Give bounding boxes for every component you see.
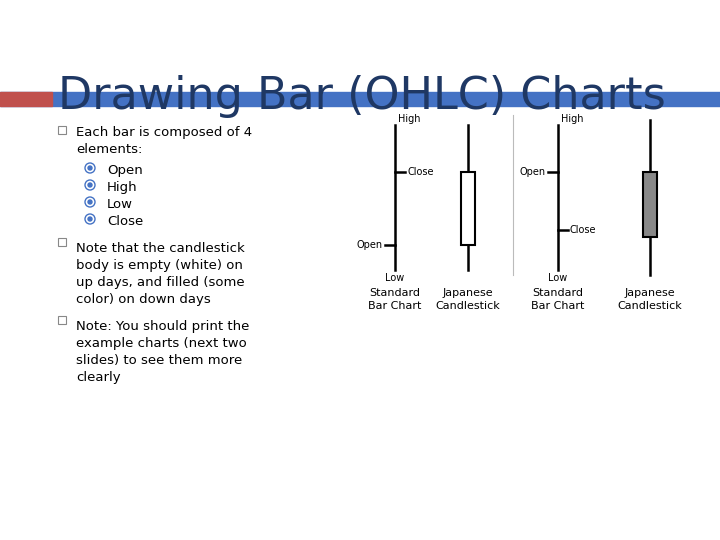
Text: Japanese
Candlestick: Japanese Candlestick <box>436 288 500 311</box>
Text: Note: You should print the: Note: You should print the <box>76 320 249 333</box>
Text: Drawing Bar (OHLC) Charts: Drawing Bar (OHLC) Charts <box>58 75 666 118</box>
Text: Low: Low <box>385 273 405 283</box>
Circle shape <box>85 197 95 207</box>
Text: example charts (next two: example charts (next two <box>76 337 247 350</box>
Text: elements:: elements: <box>76 143 143 156</box>
Text: High: High <box>398 114 420 124</box>
Text: Standard
Bar Chart: Standard Bar Chart <box>531 288 585 311</box>
Text: Close: Close <box>570 225 596 235</box>
Text: up days, and filled (some: up days, and filled (some <box>76 276 245 289</box>
Text: High: High <box>107 181 138 194</box>
Bar <box>58 238 66 246</box>
Text: color) on down days: color) on down days <box>76 293 211 306</box>
Text: Open: Open <box>357 240 383 250</box>
Text: Low: Low <box>107 198 133 211</box>
Text: body is empty (white) on: body is empty (white) on <box>76 259 243 272</box>
Circle shape <box>88 183 92 187</box>
Bar <box>0 92 52 106</box>
Circle shape <box>85 163 95 173</box>
Circle shape <box>85 180 95 190</box>
Circle shape <box>88 166 92 170</box>
Text: Low: Low <box>549 273 567 283</box>
Text: clearly: clearly <box>76 371 121 384</box>
Text: Japanese
Candlestick: Japanese Candlestick <box>618 288 683 311</box>
Text: Each bar is composed of 4: Each bar is composed of 4 <box>76 126 252 139</box>
Text: Open: Open <box>520 167 546 177</box>
Circle shape <box>88 200 92 204</box>
Bar <box>643 172 657 237</box>
Bar <box>0 92 720 106</box>
Text: Note that the candlestick: Note that the candlestick <box>76 242 245 255</box>
Text: Close: Close <box>107 215 143 228</box>
Circle shape <box>88 217 92 221</box>
Text: Close: Close <box>407 167 433 177</box>
Circle shape <box>85 214 95 224</box>
Bar <box>58 316 66 324</box>
Text: slides) to see them more: slides) to see them more <box>76 354 242 367</box>
Bar <box>58 126 66 134</box>
Bar <box>461 172 475 245</box>
Text: High: High <box>561 114 583 124</box>
Text: Standard
Bar Chart: Standard Bar Chart <box>369 288 422 311</box>
Text: Open: Open <box>107 164 143 177</box>
